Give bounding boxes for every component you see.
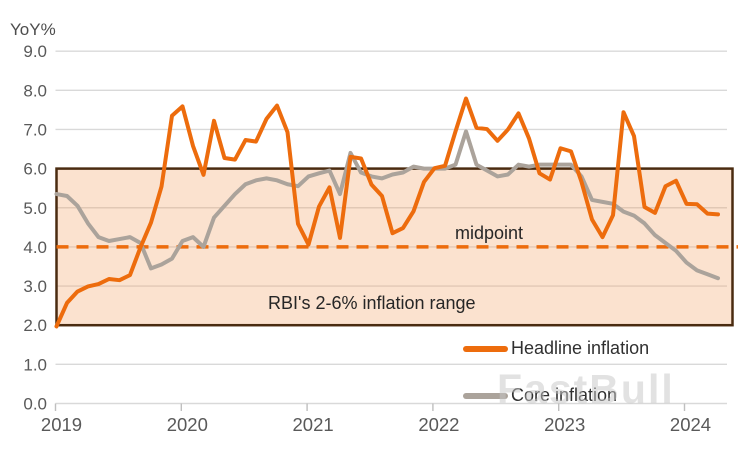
x-tick-label: 2023 bbox=[544, 414, 585, 435]
legend-item-headline-inflation: Headline inflation bbox=[463, 338, 649, 359]
legend-label-core: Core inflation bbox=[511, 385, 618, 405]
x-tick-label: 2022 bbox=[418, 414, 459, 435]
x-tick-label: 2020 bbox=[167, 414, 208, 435]
headline-inflation-line bbox=[54, 96, 720, 329]
midpoint-annotation: midpoint bbox=[455, 223, 524, 243]
rbi-range-annotation: RBI's 2-6% inflation range bbox=[268, 293, 476, 313]
legend-item-core-inflation: Core inflation bbox=[463, 385, 617, 406]
x-tick-label: 2021 bbox=[293, 414, 334, 435]
y-tick-label: 9.0 bbox=[23, 42, 47, 61]
core-inflation-line bbox=[54, 129, 720, 281]
y-tick-label: 7.0 bbox=[23, 120, 47, 139]
y-tick-label: 4.0 bbox=[23, 238, 47, 257]
y-tick-label: 0.0 bbox=[23, 395, 47, 414]
legend-label-headline: Headline inflation bbox=[511, 338, 650, 358]
y-tick-label: 6.0 bbox=[23, 160, 47, 179]
y-tick-label: 5.0 bbox=[23, 199, 47, 218]
y-tick-label: 3.0 bbox=[23, 277, 47, 296]
y-tick-label: 8.0 bbox=[23, 81, 47, 100]
x-tick-label: 2019 bbox=[41, 414, 82, 435]
x-tick-label: 2024 bbox=[670, 414, 711, 435]
y-tick-label: 1.0 bbox=[23, 355, 47, 374]
core-line-swatch bbox=[463, 392, 508, 399]
y-axis-unit-label: YoY% bbox=[10, 20, 56, 39]
headline-line-swatch bbox=[463, 345, 508, 352]
y-tick-label: 2.0 bbox=[23, 316, 47, 335]
